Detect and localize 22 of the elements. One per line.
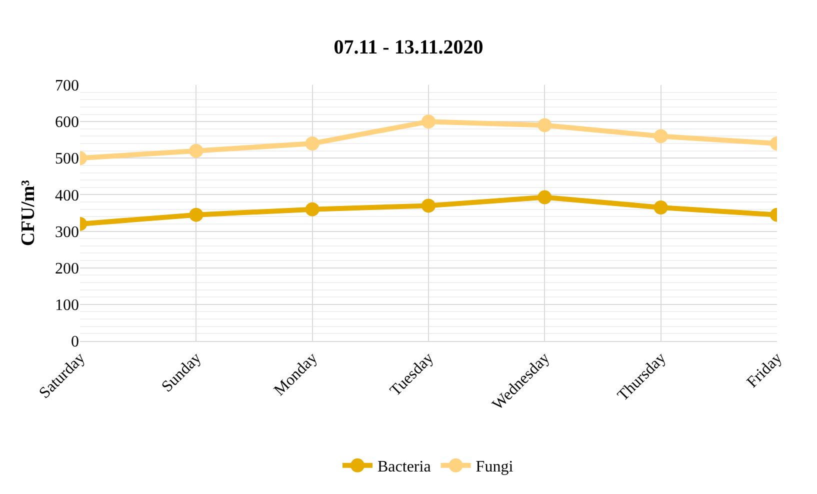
y-tick-label: 100	[55, 297, 79, 314]
y-axis-title: CFU/m³	[18, 180, 39, 246]
legend-label: Bacteria	[378, 458, 431, 476]
y-tick-label: 200	[55, 260, 79, 278]
y-tick-label: 700	[55, 78, 79, 95]
y-tick-label: 400	[55, 187, 79, 204]
chart-title: 07.11 - 13.11.2020	[334, 36, 484, 59]
point	[422, 198, 436, 213]
y-tick-label: 600	[55, 114, 79, 132]
point	[305, 136, 320, 151]
point	[189, 144, 204, 158]
point	[189, 208, 204, 222]
point	[654, 129, 668, 144]
point	[654, 200, 668, 215]
y-tick-label: 300	[55, 224, 79, 241]
point	[538, 118, 552, 132]
y-tick-label: 500	[55, 150, 79, 168]
y-tick-label: 0	[71, 334, 79, 351]
point	[422, 114, 436, 129]
legend-label: Fungi	[476, 458, 514, 476]
point	[538, 190, 552, 204]
point	[305, 202, 320, 216]
